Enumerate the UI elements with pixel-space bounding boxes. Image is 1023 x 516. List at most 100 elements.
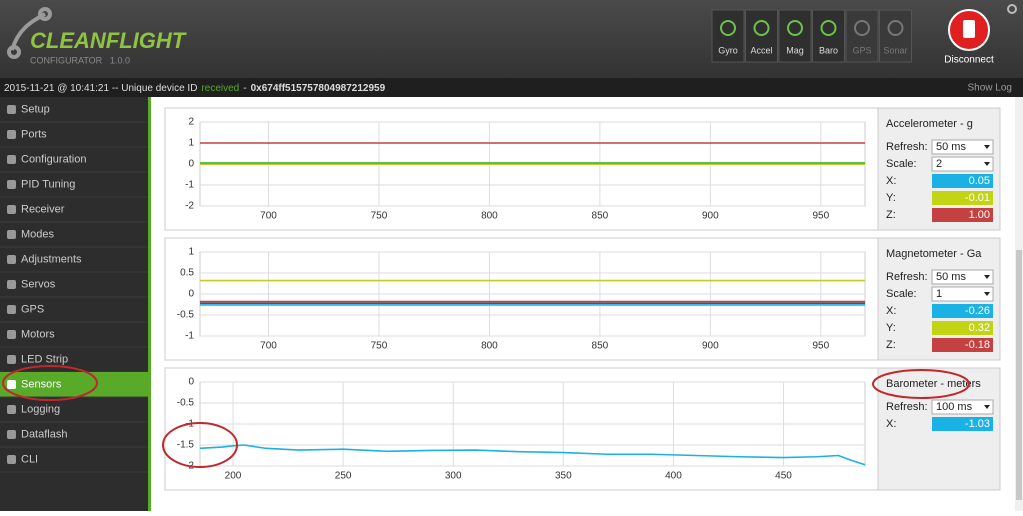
menu-item[interactable]: Servos bbox=[21, 278, 56, 290]
readout-value: -0.18 bbox=[965, 339, 990, 351]
readout-box bbox=[932, 417, 993, 431]
x-tick-label: 750 bbox=[371, 341, 388, 352]
settings-icon[interactable] bbox=[1007, 4, 1017, 14]
y-tick-label: 2 bbox=[188, 117, 194, 128]
scale-value[interactable]: 1 bbox=[936, 288, 942, 300]
refresh-value[interactable]: 50 ms bbox=[936, 141, 966, 153]
menu-item[interactable]: Configuration bbox=[21, 153, 86, 165]
menu-icon bbox=[7, 430, 16, 439]
refresh-select[interactable] bbox=[931, 269, 994, 285]
refresh-value[interactable]: 100 ms bbox=[936, 401, 973, 413]
y-tick-label: 0 bbox=[188, 289, 194, 300]
panel-title: Accelerometer - g bbox=[886, 118, 973, 130]
sensor-icon bbox=[820, 20, 837, 36]
y-tick-label: 1 bbox=[188, 138, 194, 149]
readout-box bbox=[932, 174, 993, 188]
menu-icon bbox=[7, 280, 16, 289]
version: 1.0.0 bbox=[110, 55, 130, 65]
menu-item[interactable]: Sensors bbox=[21, 378, 62, 390]
menu-icon bbox=[7, 330, 16, 339]
menu-icon bbox=[7, 155, 16, 164]
refresh-select[interactable] bbox=[931, 139, 994, 155]
readout-value: -1.03 bbox=[965, 418, 990, 430]
sensor-label: Gyro bbox=[718, 45, 738, 55]
menu-item[interactable]: Receiver bbox=[21, 203, 65, 215]
y-tick-label: -2 bbox=[185, 201, 194, 212]
scale-value[interactable]: 2 bbox=[936, 158, 942, 170]
x-tick-label: 200 bbox=[225, 471, 242, 482]
sensor-panel bbox=[164, 237, 1001, 361]
menu-item[interactable]: Adjustments bbox=[21, 253, 82, 265]
scale-select[interactable] bbox=[931, 286, 994, 302]
scroll-thumb[interactable] bbox=[1016, 250, 1022, 500]
menu-icon bbox=[7, 205, 16, 214]
y-tick-label: -1.5 bbox=[177, 440, 195, 451]
data-line bbox=[199, 444, 866, 466]
menu-icon bbox=[7, 405, 16, 414]
scale-select[interactable] bbox=[931, 156, 994, 172]
sensor-icon bbox=[887, 20, 904, 36]
x-tick-label: 950 bbox=[812, 341, 829, 352]
sensor-icon bbox=[753, 20, 770, 36]
readout-box bbox=[932, 304, 993, 318]
sensor-label: Accel bbox=[750, 45, 772, 55]
menu-item[interactable]: Logging bbox=[21, 403, 60, 415]
menu-item[interactable]: GPS bbox=[21, 303, 44, 315]
menu-icon bbox=[7, 380, 16, 389]
annotation-ellipse bbox=[162, 422, 238, 468]
status-prefix: 2015-11-21 @ 10:41:21 -- Unique device I… bbox=[4, 83, 197, 94]
sensor-panel bbox=[164, 367, 1001, 491]
sensor-icon bbox=[854, 20, 870, 36]
y-tick-label: 1 bbox=[188, 247, 194, 258]
x-tick-label: 450 bbox=[775, 471, 792, 482]
disconnect-label[interactable]: Disconnect bbox=[944, 55, 994, 66]
x-tick-label: 850 bbox=[592, 211, 609, 222]
select-arrow bbox=[984, 405, 990, 409]
sensor-button bbox=[778, 9, 812, 63]
x-tick-label: 800 bbox=[481, 341, 498, 352]
readout-label: X: bbox=[886, 418, 896, 430]
menu-item[interactable]: CLI bbox=[21, 453, 38, 465]
readout-label: X: bbox=[886, 305, 896, 317]
menu-icon bbox=[7, 305, 16, 314]
show-log[interactable]: Show Log bbox=[968, 83, 1012, 94]
menu-item[interactable]: Dataflash bbox=[21, 428, 67, 440]
refresh-label: Refresh: bbox=[886, 141, 928, 153]
y-tick-label: -1 bbox=[185, 180, 194, 191]
x-tick-label: 850 bbox=[592, 341, 609, 352]
x-tick-label: 900 bbox=[702, 211, 719, 222]
panel-title: Magnetometer - Ga bbox=[886, 248, 982, 260]
x-tick-label: 700 bbox=[260, 341, 277, 352]
menu-icon bbox=[7, 130, 16, 139]
x-tick-label: 750 bbox=[371, 211, 388, 222]
x-tick-label: 900 bbox=[702, 341, 719, 352]
menu-icon bbox=[7, 105, 16, 114]
refresh-select[interactable] bbox=[931, 399, 994, 415]
readout-label: Y: bbox=[886, 322, 896, 334]
menu-item-active[interactable] bbox=[0, 372, 148, 397]
menu-item[interactable]: Modes bbox=[21, 228, 55, 240]
readout-box bbox=[932, 191, 993, 205]
readout-box bbox=[932, 208, 993, 222]
sensor-icon bbox=[720, 20, 736, 36]
refresh-value[interactable]: 50 ms bbox=[936, 271, 966, 283]
sidebar bbox=[0, 97, 148, 511]
x-tick-label: 250 bbox=[335, 471, 352, 482]
readout-value: 0.05 bbox=[969, 175, 990, 187]
status-text: 2015-11-21 @ 10:41:21 -- Unique device I… bbox=[4, 83, 386, 94]
readout-box bbox=[932, 338, 993, 352]
menu-item[interactable]: Setup bbox=[21, 103, 50, 115]
annotation-ellipse bbox=[2, 365, 98, 401]
menu-item[interactable]: LED Strip bbox=[21, 353, 68, 365]
annotations bbox=[2, 365, 970, 468]
menu-item[interactable]: PID Tuning bbox=[21, 178, 75, 190]
menu-item[interactable]: Ports bbox=[21, 128, 47, 140]
x-tick-label: 800 bbox=[481, 211, 498, 222]
refresh-label: Refresh: bbox=[886, 271, 928, 283]
sensor-label: Sonar bbox=[883, 45, 907, 55]
readout-value: -0.26 bbox=[965, 305, 990, 317]
logo-icon bbox=[7, 7, 52, 59]
menu-item[interactable]: Motors bbox=[21, 328, 55, 340]
x-tick-label: 700 bbox=[260, 211, 277, 222]
